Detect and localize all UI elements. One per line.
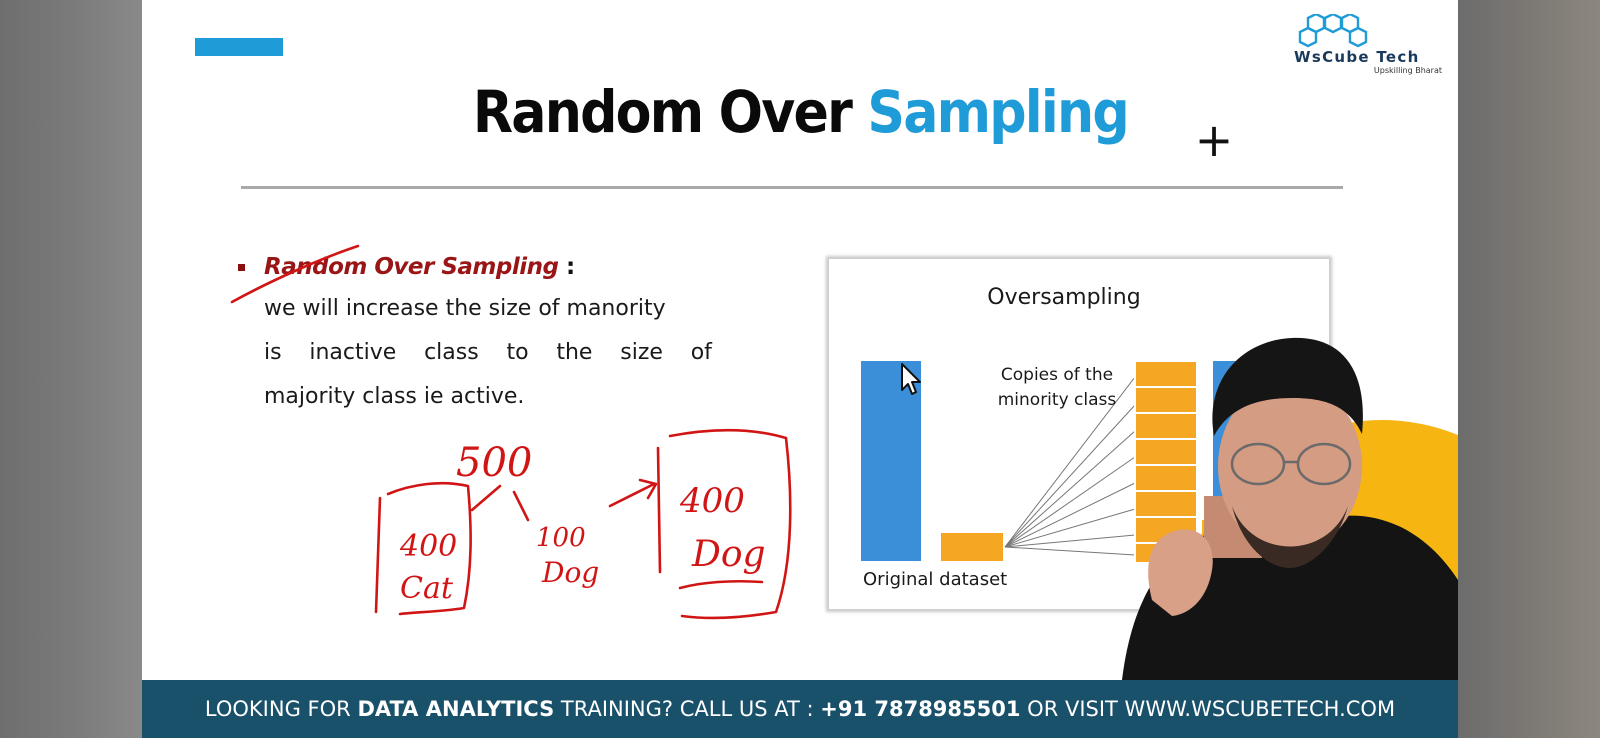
cat-box-left (374, 496, 382, 614)
copy-line (1004, 430, 1136, 548)
annotation-cat-count: 400 (399, 529, 457, 564)
annotation-total: 500 (456, 440, 532, 486)
minority-bar (941, 533, 1003, 561)
copy-line (1004, 508, 1136, 548)
bullet-heading: Random Over Sampling : (264, 254, 575, 280)
copy-line (1004, 404, 1136, 548)
brand-tagline: Upskilling Bharat (1373, 66, 1442, 75)
brand-name: WsCube Tech (1294, 48, 1420, 66)
minority-copy-block (1134, 438, 1198, 466)
presenter-hair (1212, 337, 1363, 436)
page-title: Random Over Sampling (208, 78, 1392, 146)
presenter-webcam-overlay (1122, 337, 1458, 680)
copy-line (1004, 456, 1136, 548)
result-underline (678, 579, 764, 590)
majority-bar (861, 361, 921, 561)
body-line-1: we will increase the size of manority (264, 296, 666, 321)
arrow-head (638, 478, 658, 500)
minority-copy-block (1134, 412, 1198, 440)
bullet-colon: : (565, 254, 575, 280)
body-word: size (620, 340, 663, 365)
copies-label-line2: minority class (997, 390, 1117, 410)
minority-copy-block (1134, 490, 1198, 518)
footer-course: DATA ANALYTICS (357, 697, 555, 721)
copy-line (1004, 546, 1136, 556)
body-word: class (424, 340, 479, 365)
connector-total-dog (512, 490, 530, 522)
annotation-result-label: Dog (691, 534, 766, 575)
bullet-heading-text: Random Over Sampling (264, 254, 559, 280)
connector-cat-total (470, 484, 502, 512)
original-dataset-label: Original dataset (863, 569, 1008, 590)
mouse-pointer-icon (901, 363, 921, 395)
glasses-right-lens (1296, 442, 1352, 486)
title-part1: Random Over (472, 78, 853, 146)
copies-label-line1: Copies of the (1000, 365, 1114, 385)
body-word: is (264, 340, 282, 365)
annotation-dog-count: 100 (536, 523, 586, 553)
annotation-dog-label: Dog (541, 556, 599, 589)
footer-banner: LOOKING FOR DATA ANALYTICS TRAINING? CAL… (142, 680, 1458, 738)
logo-hexagons-icon (1298, 14, 1368, 48)
cat-box-outline (386, 481, 472, 616)
handwritten-annotations: 500 400 Cat 100 Dog 400 Dog (230, 244, 792, 620)
result-box-outline (668, 428, 792, 620)
footer-phone: +91 7878985501 (820, 697, 1021, 721)
copies-label: Copies of the minority class (995, 363, 1119, 413)
annotation-result-count: 400 (679, 481, 745, 521)
body-word: to (506, 340, 529, 365)
transform-arrow (608, 482, 656, 508)
result-box-left (656, 446, 662, 574)
slide: WsCube Tech Upskilling Bharat Random Ove… (142, 0, 1458, 738)
heading-strike-mark (230, 244, 360, 304)
presenter-hand (1148, 529, 1213, 616)
accent-bar (195, 38, 283, 56)
bullet-square-icon (238, 264, 245, 271)
brand-logo: WsCube Tech Upskilling Bharat (1292, 14, 1458, 78)
crosshair-cursor-icon: + (1194, 113, 1234, 167)
title-divider (241, 186, 1343, 189)
title-part2: Sampling (867, 78, 1129, 146)
body-word: the (556, 340, 593, 365)
presenter-beard (1232, 506, 1348, 568)
footer-website: OR VISIT WWW.WSCUBETECH.COM (1027, 697, 1396, 721)
footer-text-1: LOOKING FOR (204, 697, 351, 721)
copy-line (1004, 376, 1136, 548)
copy-line (1004, 534, 1136, 548)
figure-title: Oversampling (987, 285, 1141, 310)
body-word: inactive (309, 340, 397, 365)
body-line-3: majority class ie active. (264, 384, 525, 409)
minority-copy-block (1134, 464, 1198, 492)
annotation-cat-label: Cat (400, 571, 454, 606)
body-word: of (690, 340, 712, 365)
minority-copy-block (1134, 360, 1198, 388)
glasses-left-lens (1230, 442, 1286, 486)
presenter-face (1218, 380, 1362, 552)
copy-line (1004, 482, 1136, 548)
footer-text-2: TRAINING? CALL US AT : (560, 697, 814, 721)
body-line-2: is inactive class to the size of (264, 340, 712, 365)
